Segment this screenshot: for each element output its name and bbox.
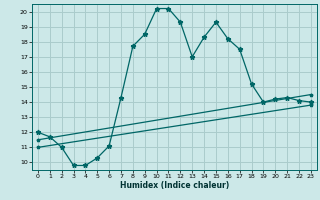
X-axis label: Humidex (Indice chaleur): Humidex (Indice chaleur) [120,181,229,190]
